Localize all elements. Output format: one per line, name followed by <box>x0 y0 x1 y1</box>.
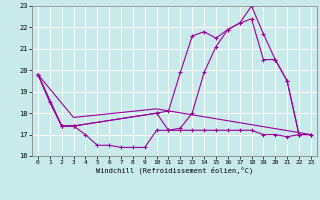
X-axis label: Windchill (Refroidissement éolien,°C): Windchill (Refroidissement éolien,°C) <box>96 167 253 174</box>
